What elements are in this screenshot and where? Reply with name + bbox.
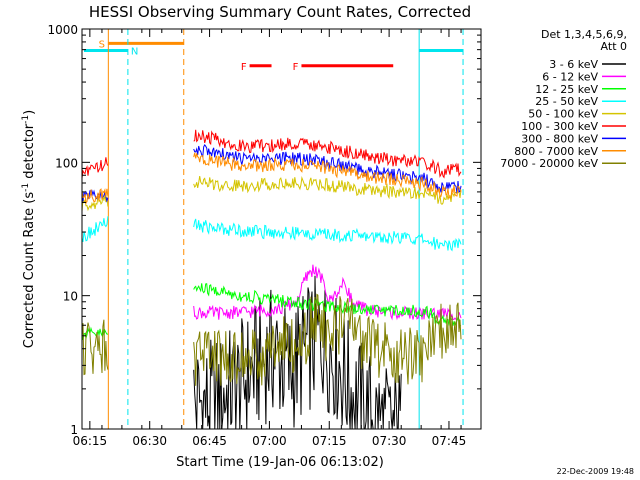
x-axis-ticks: 06:15 06:30 06:45 07:00 07:15 07:30 07:45 — [73, 29, 482, 448]
y-tick-label-2: 100 — [55, 156, 78, 170]
series-0 — [193, 275, 402, 429]
series-0-segment-0 — [193, 275, 402, 429]
y-axis-ticks: 1 10 100 1000 — [47, 23, 481, 437]
x-axis-label: Start Time (19-Jan-06 06:13:02) — [176, 455, 384, 470]
x-tick-label-5: 07:30 — [372, 434, 407, 448]
series-5 — [82, 129, 462, 179]
legend-label-2: 12 - 25 keV — [535, 83, 598, 96]
legend-label-4: 50 - 100 keV — [528, 108, 598, 121]
y-tick-label-0: 1 — [70, 423, 78, 437]
flag-label-1: N — [131, 46, 138, 57]
series-8-segment-1 — [193, 293, 462, 386]
series-7-segment-0 — [82, 187, 109, 205]
flag-label-0: S — [99, 39, 105, 50]
x-tick-label-4: 07:15 — [312, 434, 347, 448]
series-3-segment-1 — [193, 218, 462, 252]
legend-header-line1: Det 1,3,4,5,6,9, — [541, 28, 627, 41]
legend-header-line2: Att 0 — [601, 40, 627, 53]
footer-date: 22-Dec-2009 19:48 — [557, 467, 634, 476]
y-axis-label-main: Corrected Count Rate (s — [22, 192, 37, 349]
x-tick-label-3: 07:00 — [252, 434, 287, 448]
legend-label-3: 25 - 50 keV — [535, 95, 598, 108]
legend-label-1: 6 - 12 keV — [542, 70, 598, 83]
legend-label-6: 300 - 800 keV — [521, 132, 598, 145]
y-tick-label-1: 10 — [63, 290, 78, 304]
series-4-segment-0 — [82, 194, 109, 212]
legend-label-7: 800 - 7000 keV — [514, 145, 598, 158]
x-tick-label-1: 06:30 — [132, 434, 167, 448]
series-3 — [82, 216, 462, 252]
plot-series — [82, 129, 462, 429]
y-axis-label-mid: detector — [22, 123, 37, 183]
y-axis-label-end: ) — [22, 110, 37, 115]
x-tick-label-2: 06:45 — [192, 434, 227, 448]
series-5-segment-1 — [193, 129, 462, 179]
series-5-segment-0 — [82, 157, 109, 179]
observing-flags: S N F F — [83, 39, 464, 73]
legend-label-8: 7000 - 20000 keV — [500, 157, 598, 170]
y-axis-label-sup1: -1 — [21, 183, 31, 192]
legend-label-0: 3 - 6 keV — [549, 58, 598, 71]
series-8 — [82, 293, 462, 386]
series-4 — [82, 175, 462, 212]
flag-label-4: F — [293, 62, 299, 73]
series-7-segment-1 — [193, 152, 462, 199]
chart-title: HESSI Observing Summary Count Rates, Cor… — [89, 3, 471, 21]
x-tick-label-6: 07:45 — [432, 434, 467, 448]
series-3-segment-0 — [82, 216, 109, 243]
y-axis-label-sup2: -1 — [21, 115, 31, 124]
series-8-segment-0 — [82, 319, 109, 376]
flag-label-3: F — [241, 62, 247, 73]
series-2-segment-1 — [193, 283, 462, 328]
x-tick-label-0: 06:15 — [73, 434, 108, 448]
y-axis-label: Corrected Count Rate (s-1 detector-1) — [21, 110, 37, 348]
y-tick-label-3: 1000 — [47, 23, 78, 37]
series-4-segment-1 — [193, 175, 462, 205]
series-7 — [82, 152, 462, 205]
legend-label-5: 100 - 300 keV — [521, 120, 598, 133]
